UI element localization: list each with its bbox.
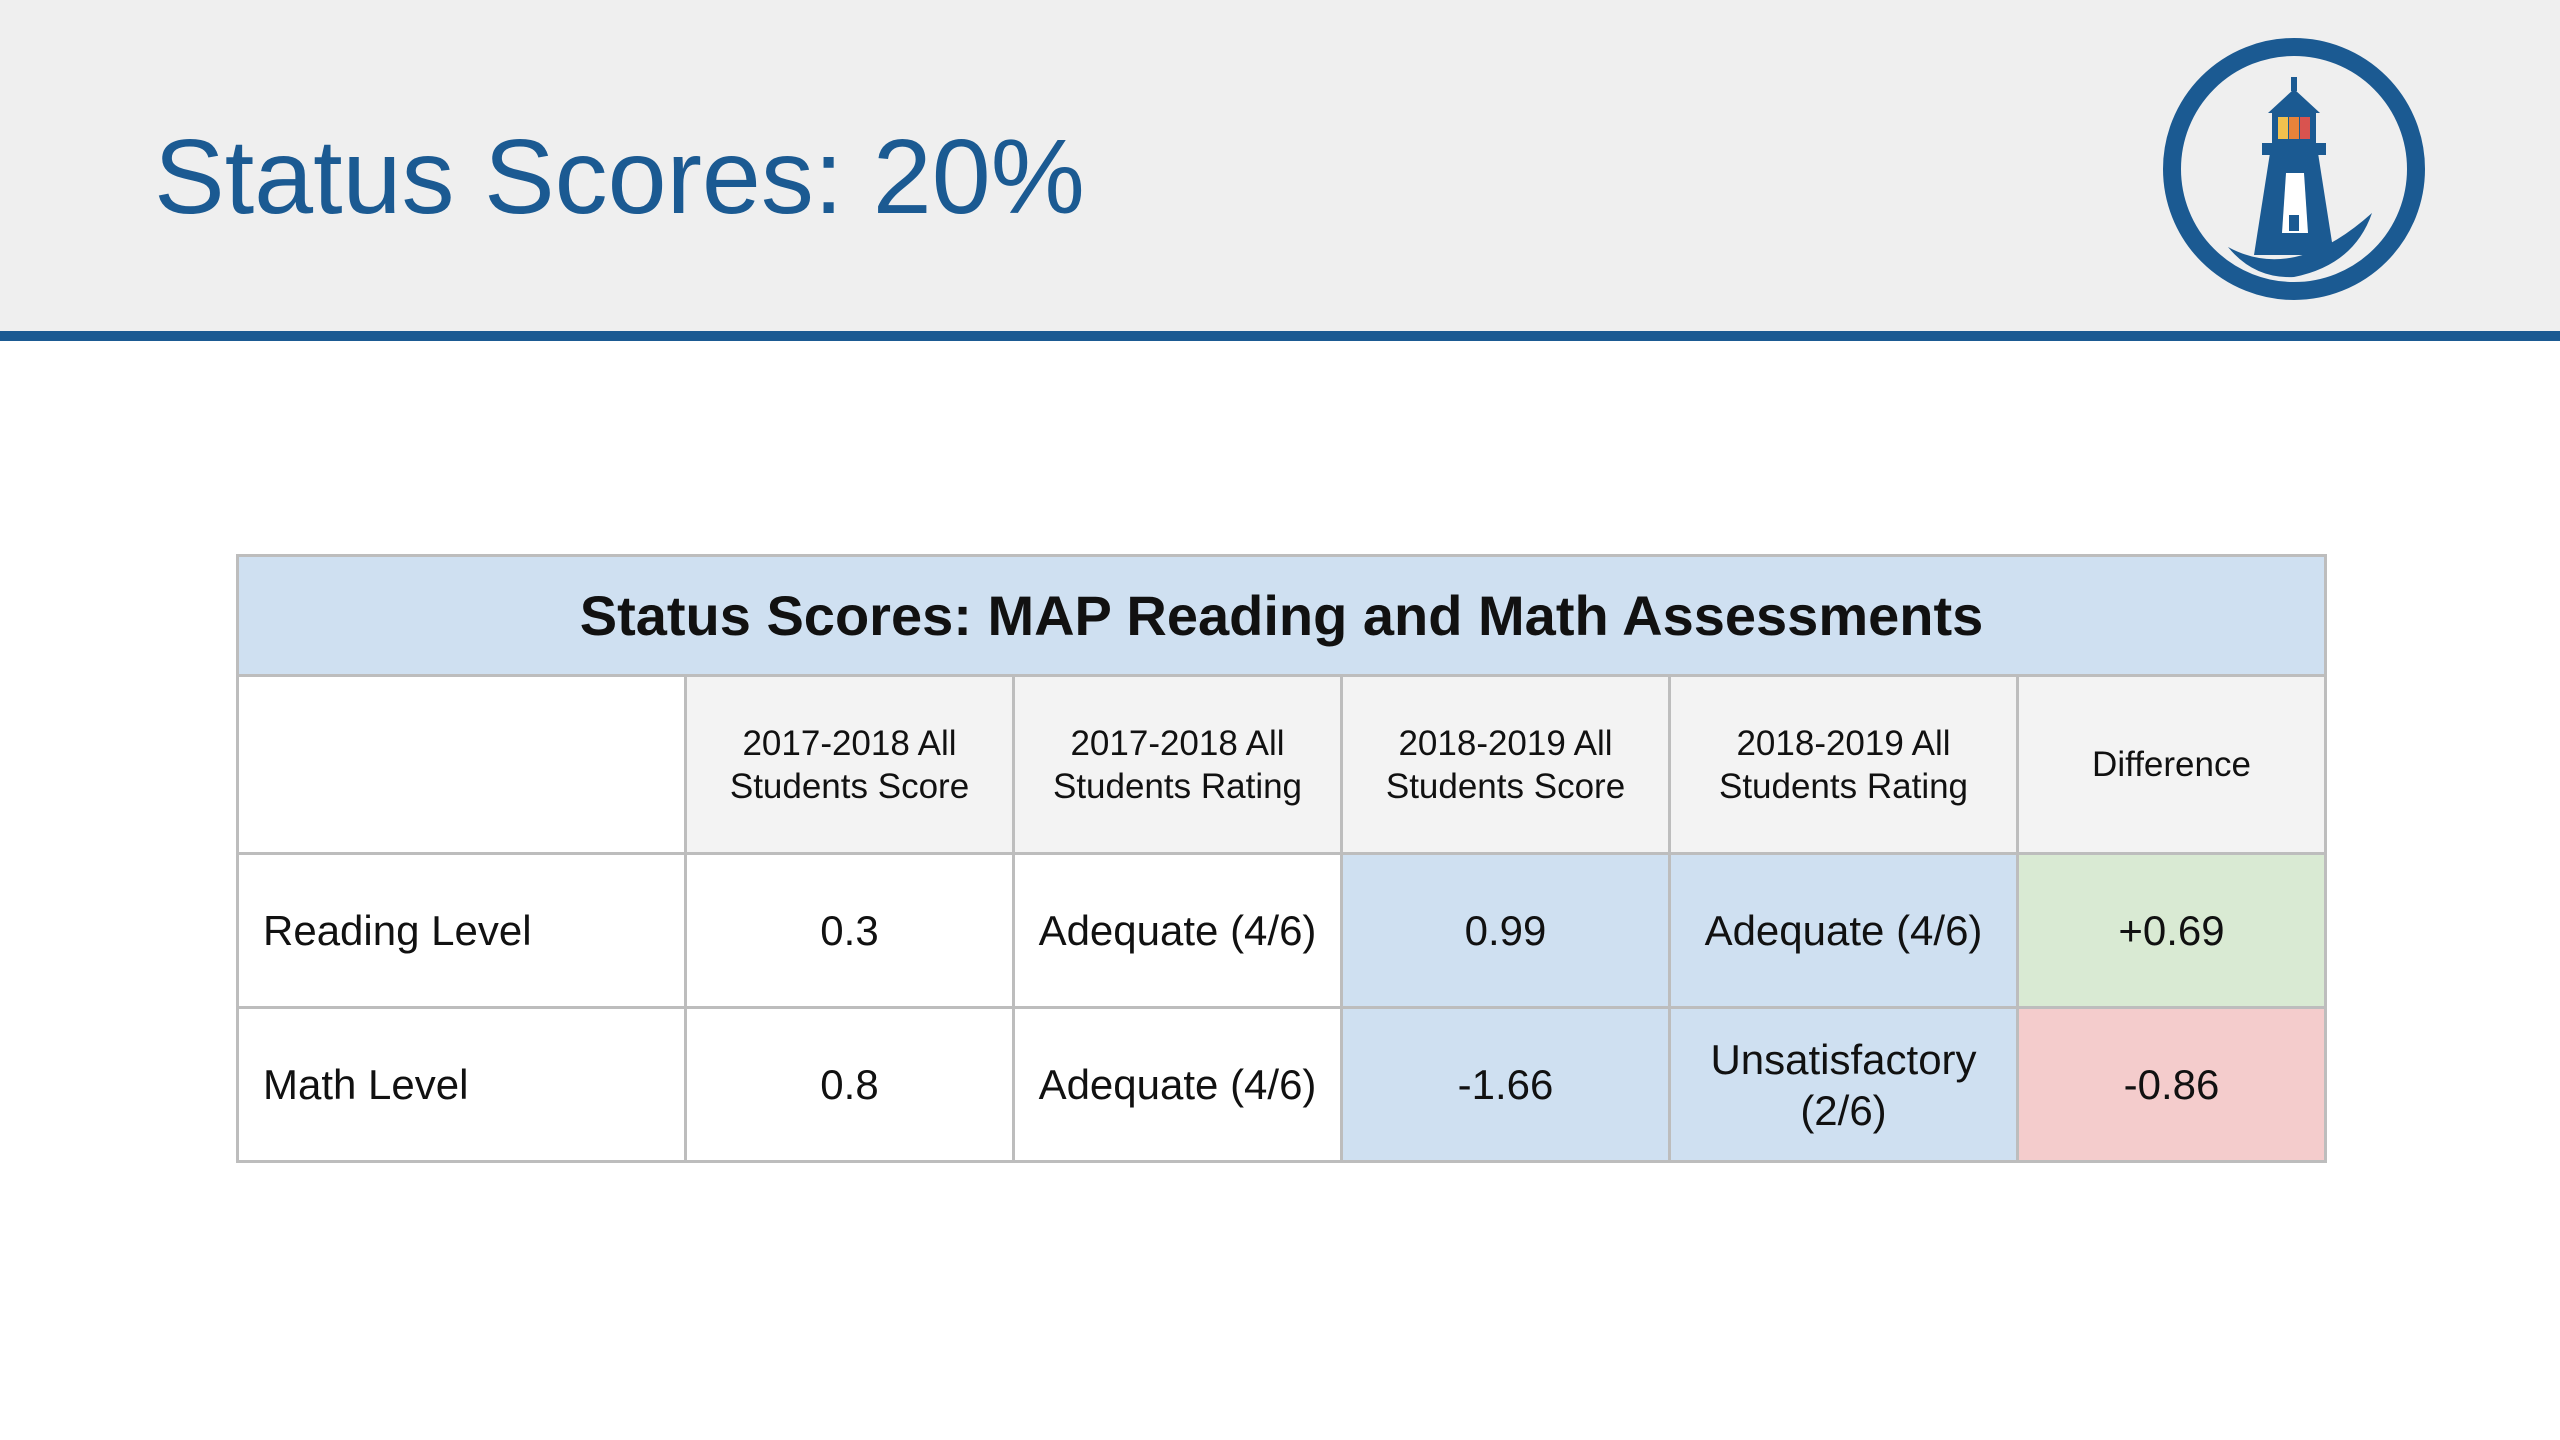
- table-caption-row: Status Scores: MAP Reading and Math Asse…: [236, 554, 2327, 677]
- cell-reading-rating-2019: Adequate (4/6): [1668, 852, 2019, 1009]
- header-2018-2019-score: 2018-2019 All Students Score: [1340, 674, 1671, 855]
- cell-math-rating-2019: Unsatisfactory (2/6): [1668, 1006, 2019, 1163]
- slide-title: Status Scores: 20%: [154, 118, 1085, 236]
- header-2017-2018-score: 2017-2018 All Students Score: [684, 674, 1015, 855]
- row-label-reading: Reading Level: [236, 852, 687, 1009]
- cell-reading-rating-2018: Adequate (4/6): [1012, 852, 1343, 1009]
- header-2018-2019-rating: 2018-2019 All Students Rating: [1668, 674, 2019, 855]
- header-blank: [236, 674, 687, 855]
- cell-math-difference: -0.86: [2016, 1006, 2327, 1163]
- cell-reading-difference: +0.69: [2016, 852, 2327, 1009]
- cell-math-score-2018: 0.8: [684, 1006, 1015, 1163]
- table-row: Math Level 0.8 Adequate (4/6) -1.66 Unsa…: [236, 1006, 2327, 1163]
- header-2017-2018-rating: 2017-2018 All Students Rating: [1012, 674, 1343, 855]
- slide-header: Status Scores: 20%: [0, 0, 2560, 331]
- table-caption: Status Scores: MAP Reading and Math Asse…: [236, 554, 2327, 677]
- cell-math-score-2019: -1.66: [1340, 1006, 1671, 1163]
- table-row: Reading Level 0.3 Adequate (4/6) 0.99 Ad…: [236, 852, 2327, 1009]
- status-scores-table: Status Scores: MAP Reading and Math Asse…: [236, 554, 2327, 1163]
- header-divider: [0, 331, 2560, 341]
- cell-reading-score-2018: 0.3: [684, 852, 1015, 1009]
- table-header-row: 2017-2018 All Students Score 2017-2018 A…: [236, 674, 2327, 855]
- row-label-math: Math Level: [236, 1006, 687, 1163]
- cell-math-rating-2018: Adequate (4/6): [1012, 1006, 1343, 1163]
- header-difference: Difference: [2016, 674, 2327, 855]
- cell-reading-score-2019: 0.99: [1340, 852, 1671, 1009]
- lighthouse-logo-icon: [2163, 38, 2425, 300]
